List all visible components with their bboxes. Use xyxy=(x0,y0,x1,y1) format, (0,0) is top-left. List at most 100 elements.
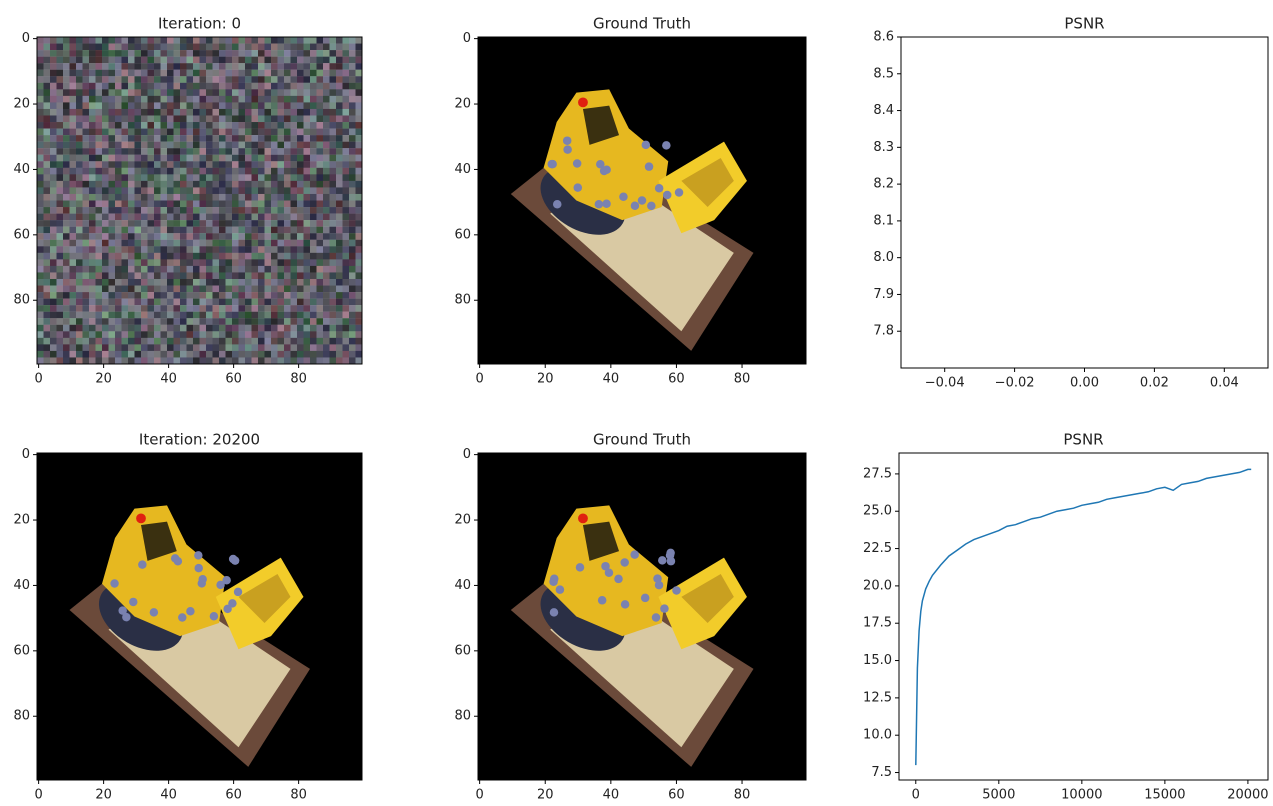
noise-pixel xyxy=(284,194,291,201)
noise-pixel xyxy=(37,272,44,279)
noise-pixel xyxy=(265,325,272,332)
noise-pixel xyxy=(265,344,272,351)
noise-pixel xyxy=(141,312,148,319)
noise-pixel xyxy=(297,286,304,293)
noise-pixel xyxy=(343,155,350,162)
noise-pixel xyxy=(70,299,77,306)
noise-pixel xyxy=(343,305,350,312)
noise-pixel xyxy=(265,318,272,325)
x-tick-label: 80 xyxy=(290,372,307,387)
noise-pixel xyxy=(245,115,252,122)
noise-pixel xyxy=(128,338,135,345)
noise-pixel xyxy=(193,246,200,253)
noise-pixel xyxy=(83,89,90,96)
noise-pixel xyxy=(63,246,70,253)
noise-pixel xyxy=(83,351,90,358)
noise-pixel xyxy=(271,194,278,201)
axes-title: Iteration: 0 xyxy=(158,15,241,33)
noise-pixel xyxy=(180,83,187,90)
noise-pixel xyxy=(89,299,96,306)
noise-pixel xyxy=(187,115,194,122)
noise-pixel xyxy=(63,351,70,358)
noise-pixel xyxy=(44,338,51,345)
noise-pixel xyxy=(83,161,90,168)
noise-pixel xyxy=(180,286,187,293)
noise-pixel xyxy=(109,135,116,142)
noise-pixel xyxy=(291,76,298,83)
noise-pixel xyxy=(180,246,187,253)
noise-pixel xyxy=(83,102,90,109)
noise-pixel xyxy=(330,259,337,266)
noise-pixel xyxy=(239,181,246,188)
noise-pixel xyxy=(330,272,337,279)
stud xyxy=(553,200,562,209)
noise-pixel xyxy=(330,63,337,70)
noise-pixel xyxy=(226,161,233,168)
noise-pixel xyxy=(70,44,77,51)
noise-pixel xyxy=(343,357,350,364)
noise-pixel xyxy=(167,214,174,221)
noise-pixel xyxy=(44,344,51,351)
noise-pixel xyxy=(232,259,239,266)
noise-pixel xyxy=(102,187,109,194)
x-tick-label: 20 xyxy=(537,372,554,387)
noise-pixel xyxy=(148,233,155,240)
noise-pixel xyxy=(115,102,122,109)
noise-pixel xyxy=(102,233,109,240)
noise-pixel xyxy=(206,240,213,247)
noise-pixel xyxy=(265,155,272,162)
noise-pixel xyxy=(245,83,252,90)
noise-pixel xyxy=(271,318,278,325)
noise-pixel xyxy=(284,76,291,83)
noise-pixel xyxy=(330,135,337,142)
noise-pixel xyxy=(330,312,337,319)
noise-pixel xyxy=(187,214,194,221)
noise-pixel xyxy=(135,227,142,234)
noise-pixel xyxy=(148,44,155,51)
noise-pixel xyxy=(317,96,324,103)
noise-pixel xyxy=(115,161,122,168)
noise-pixel xyxy=(310,122,317,129)
noise-pixel xyxy=(76,102,83,109)
noise-pixel xyxy=(141,122,148,129)
noise-pixel xyxy=(213,148,220,155)
noise-pixel xyxy=(193,279,200,286)
noise-pixel xyxy=(252,109,259,116)
noise-pixel xyxy=(232,312,239,319)
noise-pixel xyxy=(310,240,317,247)
noise-pixel xyxy=(70,76,77,83)
noise-pixel xyxy=(37,89,44,96)
noise-pixel xyxy=(83,109,90,116)
noise-pixel xyxy=(336,96,343,103)
noise-pixel xyxy=(174,76,181,83)
noise-pixel xyxy=(245,279,252,286)
noise-pixel xyxy=(356,344,363,351)
noise-pixel xyxy=(193,259,200,266)
noise-pixel xyxy=(284,253,291,260)
noise-pixel xyxy=(310,37,317,44)
noise-pixel xyxy=(161,148,168,155)
noise-pixel xyxy=(304,83,311,90)
noise-pixel xyxy=(245,331,252,338)
noise-pixel xyxy=(232,83,239,90)
noise-pixel xyxy=(70,155,77,162)
noise-pixel xyxy=(213,312,220,319)
noise-pixel xyxy=(44,351,51,358)
noise-pixel xyxy=(187,220,194,227)
noise-pixel xyxy=(115,135,122,142)
noise-pixel xyxy=(349,76,356,83)
noise-pixel xyxy=(50,161,57,168)
noise-pixel xyxy=(239,83,246,90)
noise-pixel xyxy=(135,344,142,351)
noise-pixel xyxy=(323,344,330,351)
noise-pixel xyxy=(161,279,168,286)
noise-pixel xyxy=(180,96,187,103)
noise-pixel xyxy=(109,299,116,306)
noise-pixel xyxy=(284,44,291,51)
noise-pixel xyxy=(102,351,109,358)
noise-pixel xyxy=(187,70,194,77)
noise-pixel xyxy=(44,227,51,234)
noise-pixel xyxy=(37,253,44,260)
noise-pixel xyxy=(102,240,109,247)
noise-pixel xyxy=(271,266,278,273)
